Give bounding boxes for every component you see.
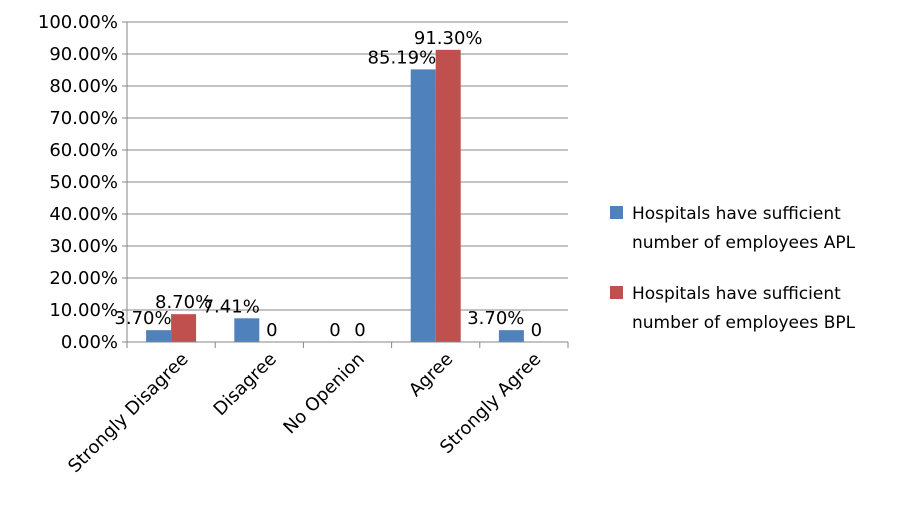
y-axis: 0.00% 10.00% 20.00% 30.00% 40.00% 50.00% 60.00… xyxy=(38,12,128,353)
data-label-series-1-3: 85.19% xyxy=(368,47,437,68)
legend: Hospitals have sufficient number of emplo… xyxy=(610,204,856,333)
bar-series-1-0 xyxy=(146,330,172,342)
y-tick-label: 70.00% xyxy=(49,108,118,129)
y-tick-label: 60.00% xyxy=(49,140,118,161)
bars xyxy=(146,49,524,343)
y-tick-label: 40.00% xyxy=(49,204,118,225)
bar-series-1-4 xyxy=(498,330,524,342)
y-tick-label: 20.00% xyxy=(49,268,118,289)
x-tick-label: No Openion xyxy=(279,349,369,439)
x-tick-label: Agree xyxy=(405,349,457,401)
gridlines xyxy=(127,21,568,311)
bar-series-1-3 xyxy=(410,69,436,342)
data-label-series-2-4: 0 xyxy=(531,320,542,341)
data-label-series-1-1: 7.41% xyxy=(203,296,260,317)
legend-label-2: number of employees BPL xyxy=(632,313,856,333)
y-tick-label: 0.00% xyxy=(61,332,118,353)
legend-label-1: Hospitals have sufficient xyxy=(632,204,841,224)
data-label-series-2-3: 91.30% xyxy=(414,28,483,49)
x-tick-label: Disagree xyxy=(210,349,281,420)
data-label-series-2-0: 8.70% xyxy=(155,292,212,313)
data-label-series-2-1: 0 xyxy=(266,320,277,341)
y-tick-label: 30.00% xyxy=(49,236,118,257)
legend-swatch-1 xyxy=(610,206,623,219)
bar-series-1-1 xyxy=(234,318,260,342)
legend-label-2: Hospitals have sufficient xyxy=(632,284,841,304)
legend-swatch-2 xyxy=(610,286,623,299)
y-tick-label: 50.00% xyxy=(49,172,118,193)
y-tick-label: 80.00% xyxy=(49,76,118,97)
data-label-series-2-2: 0 xyxy=(354,320,365,341)
legend-label-1: number of employees APL xyxy=(632,233,856,253)
data-labels: 3.70%7.41%085.19%3.70%8.70%0 091.30%0 xyxy=(114,28,542,341)
y-tick-label: 90.00% xyxy=(49,44,118,65)
data-label-series-1-4: 3.70% xyxy=(467,308,524,329)
bar-series-2-0 xyxy=(171,314,197,342)
x-tick-label: Strongly Disagree xyxy=(64,349,192,477)
data-label-series-1-0: 3.70% xyxy=(114,308,171,329)
y-tick-label: 10.00% xyxy=(49,300,118,321)
bar-series-2-3 xyxy=(435,49,461,343)
y-tick-label: 100.00% xyxy=(38,12,118,33)
data-label-series-1-2: 0 xyxy=(329,320,340,341)
